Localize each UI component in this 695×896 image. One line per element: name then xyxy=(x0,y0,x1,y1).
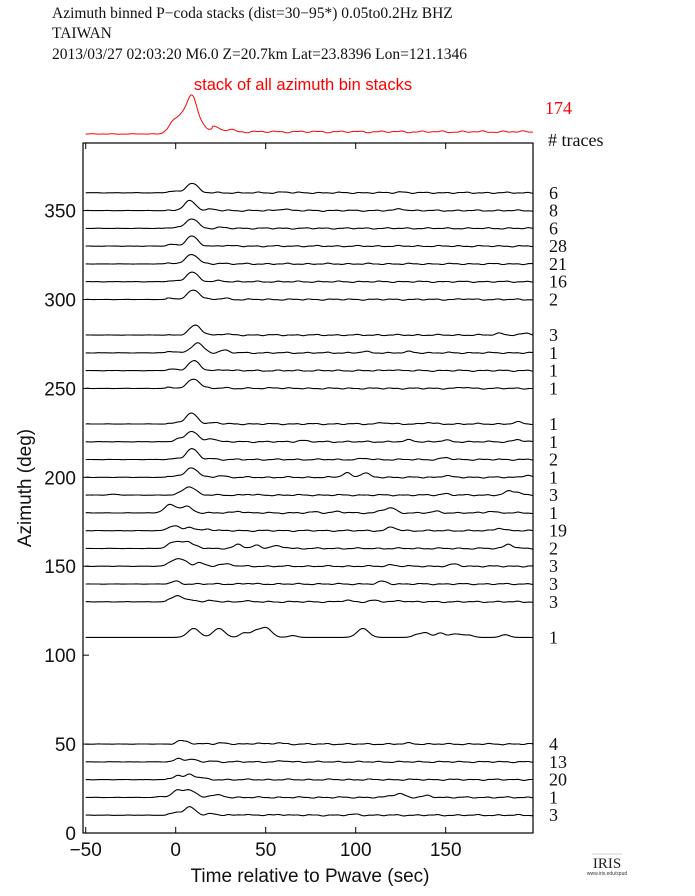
trace-az-140 xyxy=(85,580,534,586)
trace-az-210 xyxy=(85,448,534,461)
trace-count-label: 16 xyxy=(549,272,567,292)
traces-header: # traces xyxy=(548,130,603,150)
svg-text:www.iris.edu/spud: www.iris.edu/spud xyxy=(587,871,628,877)
y-tick-label: 100 xyxy=(44,646,76,667)
trace-az-150 xyxy=(85,558,534,568)
trace-count-label: 1 xyxy=(549,467,558,487)
trace-count-label: 1 xyxy=(549,787,558,807)
trace-count-label: 2 xyxy=(549,538,558,558)
iris-logo: IRIS www.iris.edu/spud xyxy=(587,853,628,877)
y-tick-label: 150 xyxy=(44,557,76,578)
plot-frame xyxy=(82,142,534,834)
trace-count-label: 1 xyxy=(549,503,558,523)
trace-az-350 xyxy=(85,199,534,212)
trace-az-200 xyxy=(85,467,534,479)
y-tick-label: 200 xyxy=(44,468,76,489)
y-tick-label: 300 xyxy=(44,290,76,311)
trace-count-label: 3 xyxy=(549,805,558,825)
trace-count-label: 6 xyxy=(549,218,558,238)
trace-count-label: 1 xyxy=(549,627,558,647)
trace-az-50 xyxy=(85,739,534,746)
y-tick-label: 50 xyxy=(55,735,76,756)
y-tick-label: 0 xyxy=(65,824,76,845)
x-axis-label: Time relative to Pwave (sec) xyxy=(191,866,430,887)
y-tick-label: 350 xyxy=(44,202,76,223)
trace-count-label: 13 xyxy=(549,752,567,772)
x-tick-label: 100 xyxy=(340,840,372,861)
trace-az-170 xyxy=(85,525,534,533)
trace-count-label: 2 xyxy=(549,289,558,309)
trace-az-250 xyxy=(85,378,533,390)
trace-count-label: 28 xyxy=(549,236,567,256)
trace-az-310 xyxy=(85,271,534,284)
trace-az-360 xyxy=(85,182,534,195)
stack-label: stack of all azimuth bin stacks xyxy=(194,76,412,94)
x-tick-label: 0 xyxy=(170,840,181,861)
x-tick-label: −50 xyxy=(70,840,102,861)
stack-count: 174 xyxy=(545,98,572,118)
trace-count-label: 1 xyxy=(549,343,558,363)
trace-az-320 xyxy=(85,254,533,266)
trace-az-330 xyxy=(85,235,533,248)
stack-trace xyxy=(85,94,533,135)
trace-count-label: 3 xyxy=(549,592,558,612)
trace-az-300 xyxy=(85,289,533,301)
trace-count-label: 4 xyxy=(549,734,558,754)
trace-count-label: 19 xyxy=(549,521,567,541)
trace-az-340 xyxy=(85,218,534,230)
trace-count-label: 3 xyxy=(549,325,558,345)
trace-count-label: 3 xyxy=(549,485,558,505)
trace-az-160 xyxy=(85,540,534,550)
y-axis-label: Azimuth (deg) xyxy=(15,429,36,547)
trace-count-label: 3 xyxy=(549,556,558,576)
trace-az-190 xyxy=(85,486,534,497)
x-tick-label: 50 xyxy=(255,840,276,861)
trace-az-220 xyxy=(85,430,534,444)
title-line-2: TAIWAN xyxy=(52,25,112,42)
trace-az-40 xyxy=(85,757,534,764)
trace-count-label: 1 xyxy=(549,361,558,381)
trace-count-label: 6 xyxy=(549,183,558,203)
trace-count-label: 1 xyxy=(549,432,558,452)
trace-count-label: 8 xyxy=(549,201,558,221)
trace-az-270 xyxy=(85,342,533,355)
trace-az-10 xyxy=(85,806,533,817)
trace-count-label: 21 xyxy=(549,254,567,274)
y-tick-label: 250 xyxy=(44,379,76,400)
trace-az-180 xyxy=(85,503,534,515)
title-line-1: Azimuth binned P−coda stacks (dist=30−95… xyxy=(52,5,453,22)
title-line-3: 2013/03/27 02:03:20 M6.0 Z=20.7km Lat=23… xyxy=(52,46,467,63)
svg-text:IRIS: IRIS xyxy=(593,856,621,872)
trace-az-280 xyxy=(85,324,534,337)
trace-az-260 xyxy=(85,360,534,372)
trace-az-110 xyxy=(85,626,533,638)
trace-count-label: 1 xyxy=(549,414,558,434)
trace-az-130 xyxy=(85,595,534,604)
x-tick-label: 150 xyxy=(430,840,462,861)
trace-count-label: 1 xyxy=(549,378,558,398)
trace-count-label: 2 xyxy=(549,450,558,470)
trace-az-230 xyxy=(85,412,533,426)
trace-az-20 xyxy=(85,789,534,799)
trace-count-label: 20 xyxy=(549,770,567,790)
trace-az-30 xyxy=(85,773,533,781)
trace-count-label: 3 xyxy=(549,574,558,594)
